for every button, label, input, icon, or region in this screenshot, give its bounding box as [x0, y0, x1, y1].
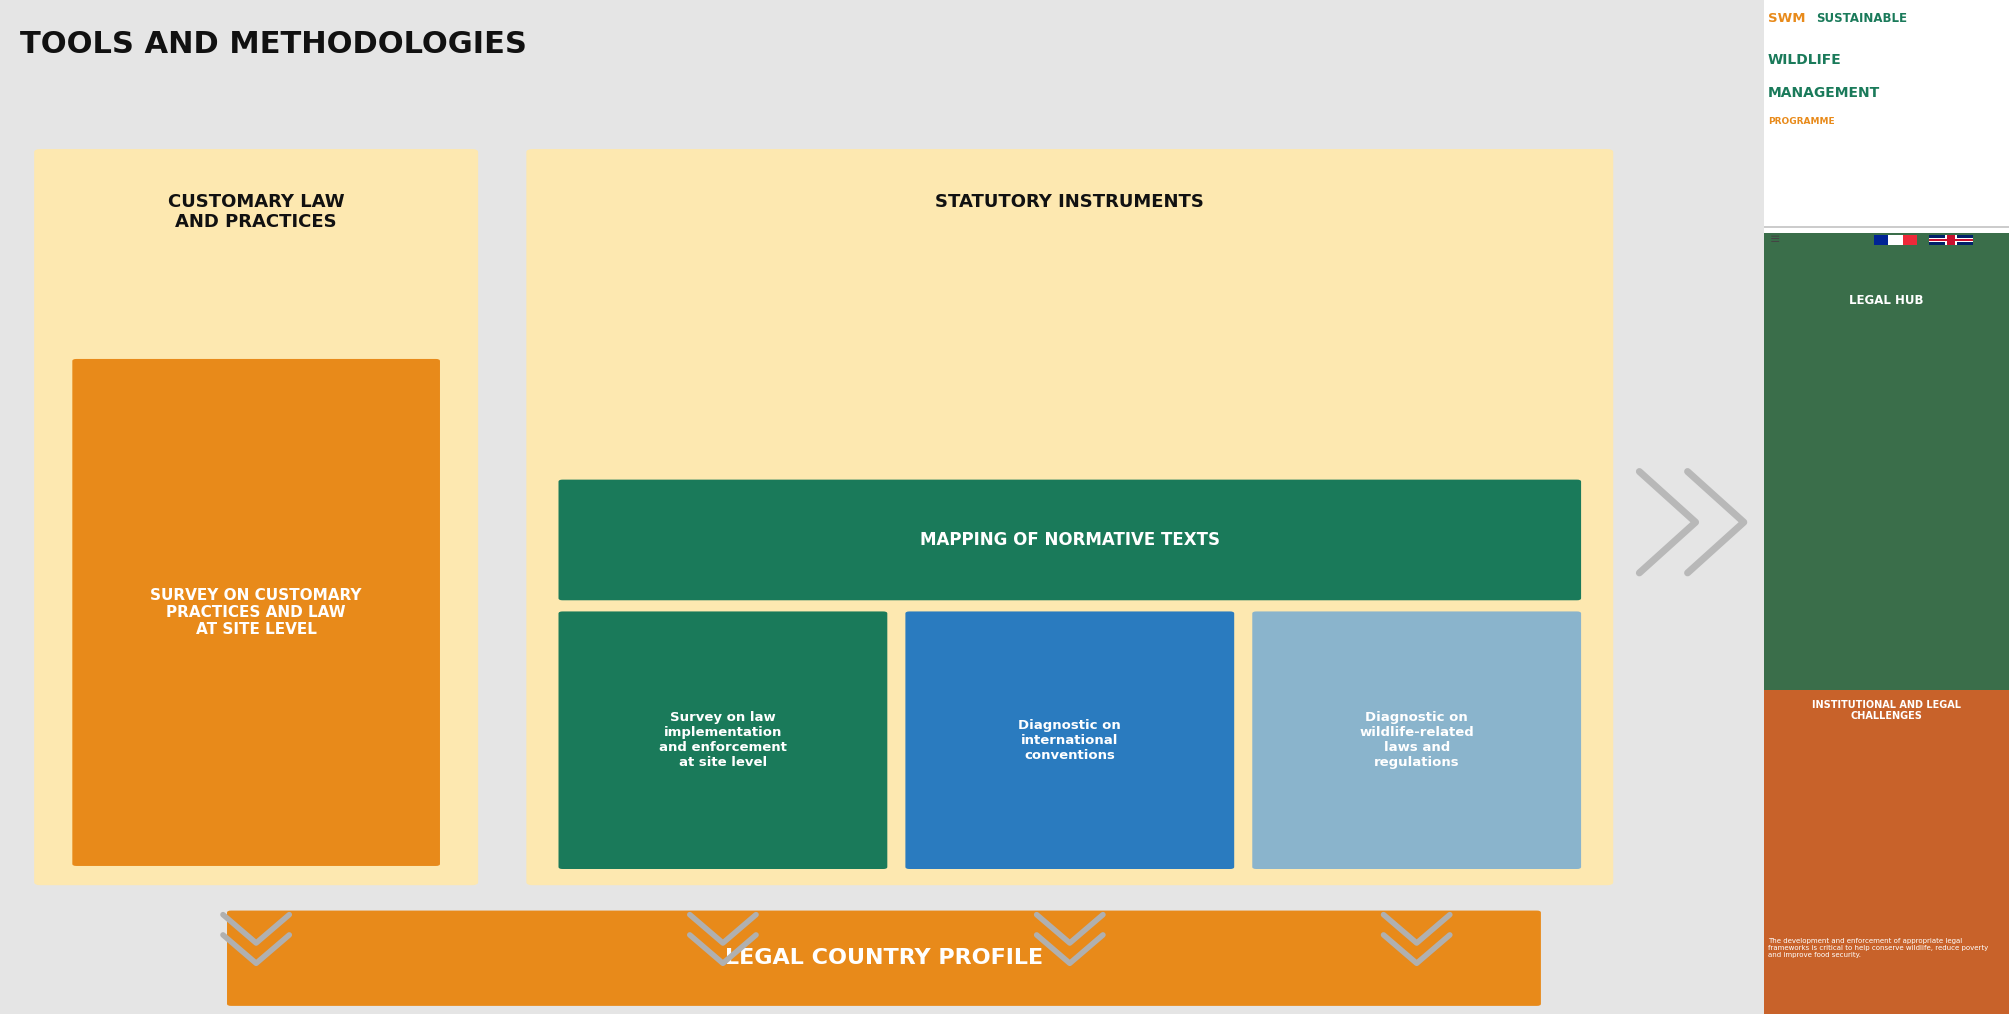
Text: SUSTAINABLE: SUSTAINABLE	[1816, 12, 1907, 25]
Bar	[1903, 235, 1917, 245]
FancyBboxPatch shape	[34, 149, 478, 885]
Text: MANAGEMENT: MANAGEMENT	[1768, 86, 1880, 100]
Text: The development and enforcement of appropriate legal
frameworks is critical to h: The development and enforcement of appro…	[1768, 938, 1989, 958]
Text: PROGRAMME: PROGRAMME	[1768, 117, 1834, 126]
Text: Diagnostic on
international
conventions: Diagnostic on international conventions	[1019, 719, 1121, 762]
Bar	[1888, 235, 1903, 245]
Text: SURVEY ON CUSTOMARY
PRACTICES AND LAW
AT SITE LEVEL: SURVEY ON CUSTOMARY PRACTICES AND LAW AT…	[151, 587, 362, 638]
FancyBboxPatch shape	[559, 480, 1581, 600]
Text: INSTITUTIONAL AND LEGAL
CHALLENGES: INSTITUTIONAL AND LEGAL CHALLENGES	[1812, 700, 1961, 721]
Bar	[1764, 0, 2009, 1014]
Bar	[1764, 233, 2009, 690]
FancyBboxPatch shape	[559, 611, 888, 869]
Text: SWM: SWM	[1768, 12, 1806, 25]
Text: Diagnostic on
wildlife-related
laws and
regulations: Diagnostic on wildlife-related laws and …	[1360, 711, 1475, 770]
Bar	[1929, 238, 1973, 242]
Bar	[1764, 690, 2009, 1014]
Text: Survey on law
implementation
and enforcement
at site level: Survey on law implementation and enforce…	[659, 711, 788, 770]
Bar	[1929, 235, 1973, 245]
FancyBboxPatch shape	[72, 359, 440, 866]
Bar	[1929, 239, 1973, 241]
Bar	[1945, 235, 1957, 245]
Text: LEGAL COUNTRY PROFILE: LEGAL COUNTRY PROFILE	[725, 948, 1043, 968]
Text: ≡: ≡	[1770, 233, 1780, 246]
Bar	[1947, 235, 1955, 245]
Text: MAPPING OF NORMATIVE TEXTS: MAPPING OF NORMATIVE TEXTS	[920, 531, 1219, 549]
FancyBboxPatch shape	[526, 149, 1613, 885]
Text: STATUTORY INSTRUMENTS: STATUTORY INSTRUMENTS	[936, 193, 1203, 211]
FancyBboxPatch shape	[227, 911, 1541, 1006]
Text: WILDLIFE: WILDLIFE	[1768, 53, 1842, 67]
Text: CUSTOMARY LAW
AND PRACTICES: CUSTOMARY LAW AND PRACTICES	[169, 193, 344, 231]
Text: LEGAL HUB: LEGAL HUB	[1848, 294, 1925, 307]
Bar	[1874, 235, 1888, 245]
Text: TOOLS AND METHODOLOGIES: TOOLS AND METHODOLOGIES	[20, 30, 526, 60]
FancyBboxPatch shape	[1252, 611, 1581, 869]
FancyBboxPatch shape	[906, 611, 1234, 869]
Bar	[1764, 226, 2009, 228]
